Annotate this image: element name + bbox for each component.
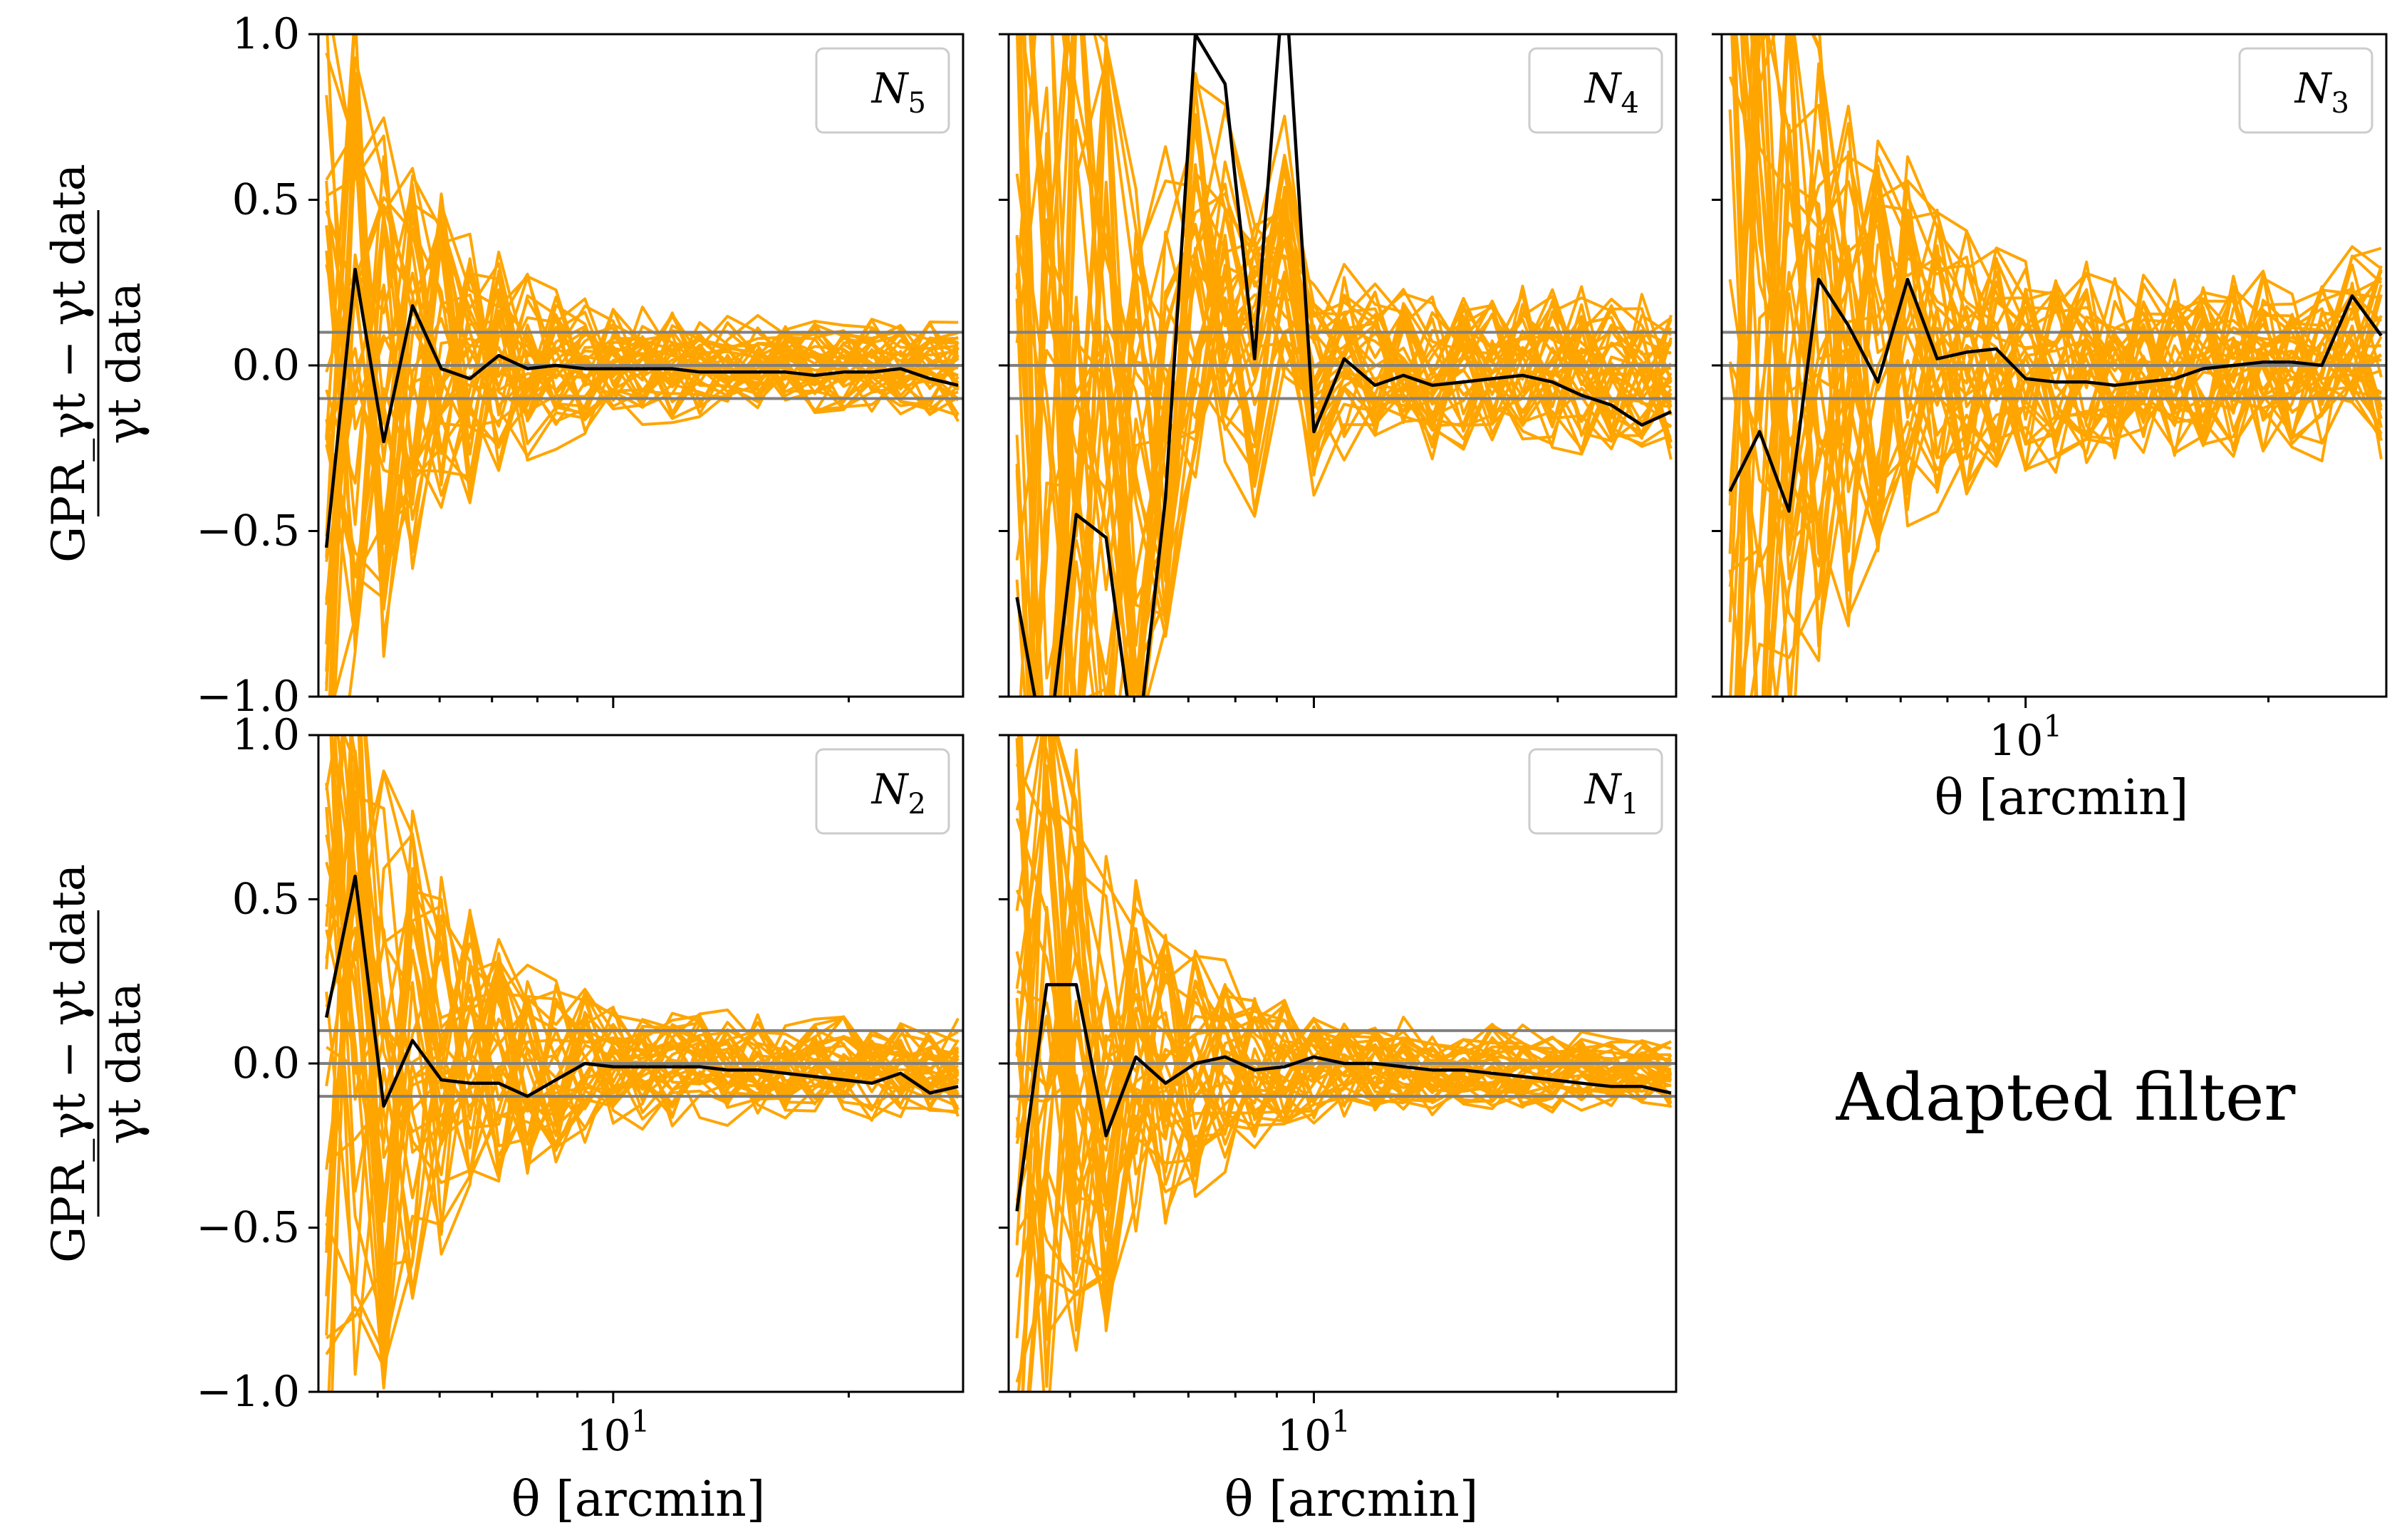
x-tick-label: 101 (1989, 709, 2062, 766)
legend-box (1528, 47, 1663, 134)
realization-line (325, 210, 959, 526)
legend-n4: N4 (1528, 47, 1663, 134)
legend-box (815, 748, 950, 835)
panel-n3: 101 N3 (1712, 33, 2388, 766)
plot-area-n4 (1009, 34, 1676, 697)
realization-line (364, 735, 959, 1146)
plot-area-n3 (1722, 34, 2386, 697)
panel-n5: 1.0 0.5 0.0 −0.5 −1.0 N5 (196, 9, 964, 722)
realization-line (327, 794, 960, 1392)
panel-n1: 101 N1 (999, 734, 1678, 1461)
x-tick-label: 101 (576, 1404, 650, 1461)
realization-line (325, 832, 959, 1296)
realization-line (1021, 34, 1672, 623)
panel-n4: N4 (999, 33, 1678, 708)
realization-line (325, 875, 960, 1316)
legend-box (2238, 47, 2373, 134)
realization-line (1752, 34, 2383, 551)
y-tick-label: −0.5 (196, 1203, 300, 1253)
legend-n3: N3 (2238, 47, 2373, 134)
realization-line (325, 240, 959, 563)
mean-line (1015, 34, 1672, 697)
realization-line (329, 71, 960, 697)
mean-line (324, 267, 959, 548)
realization-line (1041, 735, 1672, 1206)
legend-n5: N5 (815, 47, 950, 134)
legend-label: N1 (1584, 765, 1639, 821)
realization-line (325, 227, 960, 587)
realization-line (1742, 153, 2383, 697)
y-axis-label-top: GPR_γt − γt data γt data (43, 164, 151, 563)
y-tick-label: 1.0 (232, 9, 300, 59)
legend-label: N4 (1584, 64, 1639, 120)
y-tick-label: −1.0 (196, 672, 300, 722)
legend-label: N5 (870, 64, 926, 120)
realization-line (1027, 69, 1673, 697)
realization-line (325, 749, 960, 1336)
mean-line (324, 874, 959, 1108)
realization-line (325, 882, 960, 1294)
x-axis-label-n2: θ [arcmin] (511, 1472, 766, 1528)
plot-area-n5 (318, 34, 963, 697)
realization-line (1018, 34, 1673, 697)
legend-box (1528, 748, 1663, 835)
mean-line (1728, 277, 2383, 513)
realization-line (1732, 34, 2383, 697)
realization-line (1016, 952, 1673, 1392)
x-axis-label-n1: θ [arcmin] (1224, 1472, 1479, 1528)
y-tick-label: 0.5 (232, 175, 300, 225)
mean-line (1015, 983, 1672, 1212)
annotation-adapted-filter: Adapted filter (1836, 1059, 2296, 1135)
y-tick-label: −1.0 (196, 1367, 300, 1417)
realization-line (325, 148, 960, 692)
realization-line (1016, 34, 1673, 697)
panel-n2: 1.0 0.5 0.0 −0.5 −1.0 101 N2 (196, 710, 964, 1461)
realization-line (1016, 957, 1673, 1265)
x-axis-label-n3: θ [arcmin] (1935, 770, 2189, 826)
realization-line (1740, 34, 2383, 580)
y-tick-label: 1.0 (232, 710, 300, 760)
y-axis-label-bottom: GPR_γt − γt data γt data (43, 864, 151, 1263)
realization-line (1015, 86, 1672, 697)
plot-area-n2 (318, 735, 963, 1392)
realization-line (1061, 34, 1673, 697)
y-tick-label: 0.0 (232, 340, 300, 390)
realization-line (1729, 92, 2382, 697)
realization-line (1749, 34, 2383, 511)
realization-line (325, 174, 959, 610)
realization-line (1742, 34, 2383, 496)
legend-box (815, 47, 950, 134)
x-tick-label: 101 (1277, 1404, 1351, 1461)
realization-line (1728, 308, 2383, 697)
y-axis-label-denominator: γt data (98, 282, 151, 444)
y-tick-label: −0.5 (196, 506, 300, 556)
realization-line (1768, 216, 2383, 697)
y-axis-label-numerator-2: GPR_γt − γt data (43, 864, 95, 1263)
legend-n2: N2 (815, 748, 950, 835)
realization-line (325, 249, 960, 600)
realization-line (326, 34, 959, 652)
y-tick-label: 0.5 (232, 875, 300, 925)
legend-label: N3 (2294, 64, 2349, 120)
y-tick-label: 0.0 (232, 1039, 300, 1088)
y-axis-label-numerator: GPR_γt − γt data (43, 164, 95, 563)
plot-area-n1 (1009, 735, 1676, 1392)
legend-label: N2 (870, 765, 926, 821)
y-axis-label-denominator-2: γt data (98, 982, 151, 1144)
legend-n1: N1 (1528, 748, 1663, 835)
panels-container: 1.0 0.5 0.0 −0.5 −1.0 N5 N4 101 N3 1.0 0.5 0.0 −0.5 −… (196, 9, 2388, 1461)
